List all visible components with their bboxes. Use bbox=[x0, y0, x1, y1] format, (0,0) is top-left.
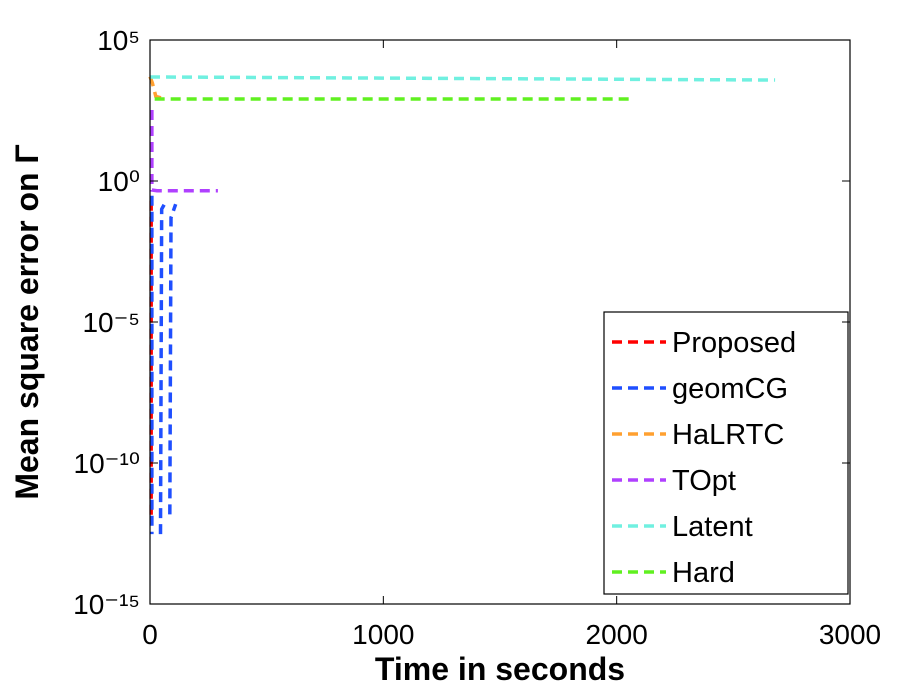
legend-label: Proposed bbox=[672, 327, 796, 359]
y-tick-label: 10⁻¹⁰ bbox=[74, 448, 140, 479]
x-tick-label: 2000 bbox=[586, 619, 648, 650]
legend-box bbox=[603, 311, 849, 595]
x-axis-label: Time in seconds bbox=[375, 651, 625, 687]
legend: Proposed geomCG HaLRTC TOpt Latent Hard bbox=[603, 311, 849, 595]
legend-label: TOpt bbox=[672, 465, 736, 497]
y-tick-label: 10⁰ bbox=[98, 166, 140, 197]
y-tick-label: 10⁻⁵ bbox=[82, 307, 140, 338]
legend-label: Hard bbox=[672, 557, 735, 589]
series-line bbox=[148, 76, 167, 101]
y-tick-label: 10⁻¹⁵ bbox=[73, 589, 140, 620]
series-line bbox=[150, 109, 218, 193]
legend-label: Latent bbox=[672, 511, 753, 543]
y-axis-label: Mean square error on Γ bbox=[9, 144, 45, 499]
legend-label: geomCG bbox=[672, 373, 788, 405]
series-line bbox=[149, 75, 776, 82]
series-line bbox=[150, 195, 178, 535]
legend-label: HaLRTC bbox=[672, 419, 784, 451]
plot-area bbox=[148, 75, 776, 535]
x-tick-label: 0 bbox=[142, 619, 158, 650]
x-tick-label: 3000 bbox=[819, 619, 881, 650]
y-tick-label: 10⁵ bbox=[97, 25, 140, 56]
x-tick-label: 1000 bbox=[352, 619, 414, 650]
